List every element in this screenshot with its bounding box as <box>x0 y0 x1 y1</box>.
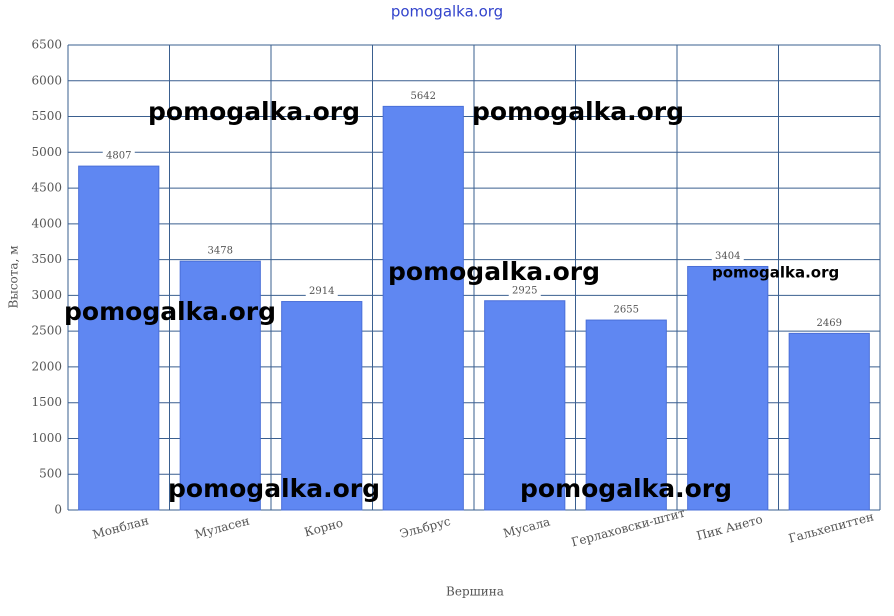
bar <box>788 332 870 511</box>
value-label: 3478 <box>208 246 233 257</box>
bar <box>382 105 464 511</box>
value-label-bg <box>508 284 541 297</box>
watermark: pomogalka.org <box>168 474 380 503</box>
bar <box>484 300 566 511</box>
value-label-bg <box>305 285 338 298</box>
value-label-bg <box>407 90 440 103</box>
x-tick-label: Пик Ането <box>695 512 764 543</box>
x-tick-label: Корно <box>303 516 345 540</box>
y-tick-label: 4500 <box>31 181 62 195</box>
value-label: 2925 <box>512 285 537 296</box>
x-tick-label: Монблан <box>91 513 150 541</box>
y-tick-label: 5000 <box>31 145 62 159</box>
watermark: pomogalka.org <box>388 257 600 286</box>
x-tick-label: Мусала <box>502 515 552 541</box>
watermark: pomogalka.org <box>64 297 276 326</box>
y-tick-label: 1500 <box>31 395 62 409</box>
y-axis-label: Высота, м <box>7 245 21 308</box>
y-tick-label: 4000 <box>31 216 62 230</box>
x-tick-label: Эльбрус <box>398 514 452 541</box>
watermark: pomogalka.org <box>148 97 360 126</box>
value-label-bg <box>813 317 846 330</box>
bar <box>179 260 261 511</box>
y-tick-label: 2000 <box>31 359 62 373</box>
x-axis-label: Вершина <box>446 585 504 599</box>
value-label: 4807 <box>106 151 131 162</box>
y-tick-label: 5500 <box>31 109 62 123</box>
y-tick-label: 1000 <box>31 431 62 445</box>
watermark: pomogalka.org <box>712 264 839 282</box>
watermark: pomogalka.org <box>472 97 684 126</box>
value-label-bg <box>711 250 744 263</box>
y-tick-label: 0 <box>54 503 62 517</box>
bar <box>281 301 363 511</box>
chart-title: pomogalka.org <box>391 3 503 21</box>
bar <box>78 165 160 511</box>
value-label-bg <box>610 304 643 317</box>
y-tick-label: 2500 <box>31 324 62 338</box>
y-tick-label: 3000 <box>31 288 62 302</box>
x-tick-label: Герлаховски-штит <box>570 506 687 550</box>
y-tick-label: 500 <box>39 467 62 481</box>
y-tick-label: 3500 <box>31 252 62 266</box>
value-label-bg <box>204 245 237 258</box>
value-label: 2469 <box>817 318 842 329</box>
x-tick-label: Муласен <box>193 514 251 542</box>
value-label: 3404 <box>715 251 740 262</box>
value-label-bg <box>102 150 135 163</box>
y-tick-label: 6500 <box>31 38 62 52</box>
value-label: 2914 <box>309 286 334 297</box>
x-tick-label: Гальхепиттен <box>787 509 875 545</box>
bar <box>687 265 769 511</box>
value-label: 2655 <box>614 305 639 316</box>
y-tick-label: 6000 <box>31 73 62 87</box>
watermark: pomogalka.org <box>520 474 732 503</box>
value-label: 5642 <box>411 91 436 102</box>
bar <box>585 319 667 511</box>
